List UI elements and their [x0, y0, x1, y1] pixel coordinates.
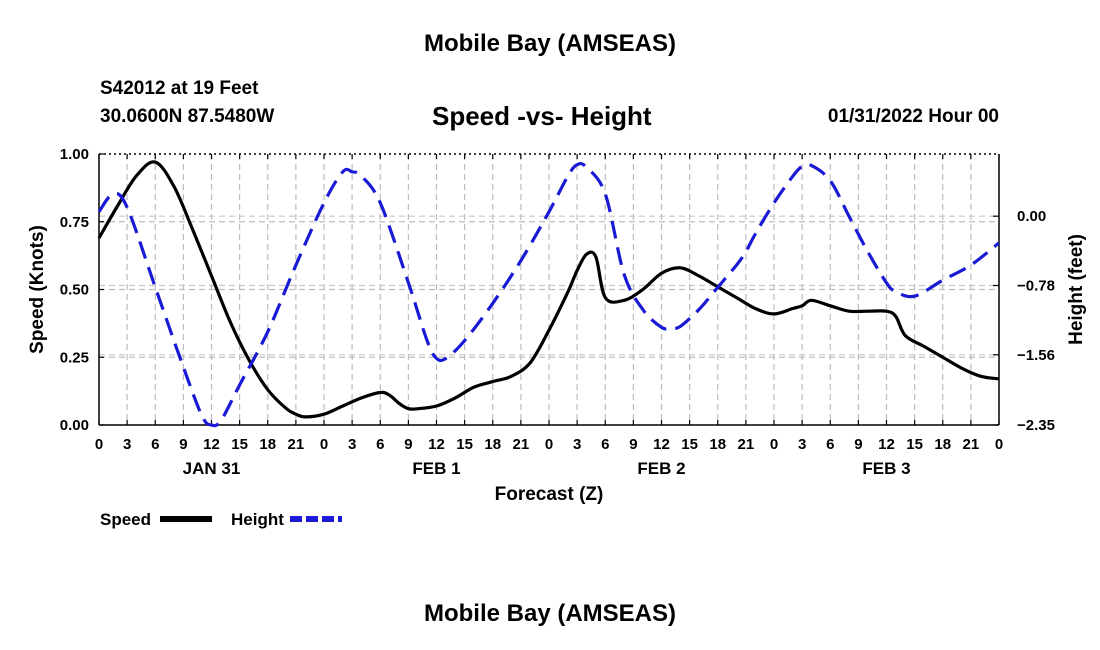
series-line-speed [97, 160, 1000, 419]
chart-title: Speed -vs- Height [432, 101, 652, 131]
x-tick-label: 0 [95, 436, 103, 453]
y-right-tick-label: −0.78 [1017, 278, 1055, 295]
x-tick-label: 0 [545, 436, 553, 453]
y-left-tick-label: 1.00 [60, 146, 89, 163]
x-tick-label: 3 [123, 436, 131, 453]
x-tick-label: 6 [151, 436, 159, 453]
legend-speed-label: Speed [100, 510, 152, 529]
x-day-label: FEB 2 [637, 459, 685, 478]
x-tick-label: 18 [484, 436, 501, 453]
x-tick-label: 18 [934, 436, 951, 453]
x-tick-label: 3 [348, 436, 356, 453]
y-left-tick-label: 0.50 [60, 282, 89, 299]
x-tick-label: 3 [573, 436, 581, 453]
y-right-tick-label: 0.00 [1017, 208, 1046, 225]
legend-height-label: Height [231, 510, 284, 529]
station-label: S42012 at 19 Feet [100, 78, 259, 99]
series-line-height [97, 161, 1000, 428]
datetime-label: 01/31/2022 Hour 00 [827, 106, 999, 127]
x-tick-label: 21 [738, 436, 755, 453]
x-tick-label: 12 [428, 436, 445, 453]
x-tick-label: 15 [456, 436, 473, 453]
y-right-tick-label: −2.35 [1017, 417, 1055, 434]
x-tick-label: 6 [376, 436, 384, 453]
x-tick-label: 6 [826, 436, 834, 453]
x-day-label: FEB 3 [862, 459, 910, 478]
x-tick-label: 0 [770, 436, 778, 453]
x-tick-label: 15 [906, 436, 923, 453]
x-tick-label: 21 [513, 436, 530, 453]
x-tick-label: 9 [854, 436, 862, 453]
x-day-label: FEB 1 [412, 459, 460, 478]
x-tick-label: 12 [203, 436, 220, 453]
coordinates-label: 30.0600N 87.5480W [100, 106, 275, 127]
x-tick-label: 0 [320, 436, 328, 453]
x-tick-label: 9 [404, 436, 412, 453]
x-tick-label: 15 [681, 436, 698, 453]
y-right-tick-label: −1.56 [1017, 347, 1055, 364]
x-tick-label: 18 [709, 436, 726, 453]
x-tick-label: 15 [231, 436, 248, 453]
top-title: Mobile Bay (AMSEAS) [423, 30, 677, 57]
x-tick-label: 9 [629, 436, 637, 453]
x-tick-label: 21 [288, 436, 305, 453]
x-tick-label: 0 [995, 436, 1003, 453]
y-left-tick-label: 0.75 [60, 214, 89, 231]
x-tick-label: 12 [878, 436, 895, 453]
x-tick-label: 12 [653, 436, 670, 453]
x-tick-label: 21 [963, 436, 980, 453]
bottom-title: Mobile Bay (AMSEAS) [423, 600, 677, 627]
x-tick-label: 9 [179, 436, 187, 453]
y-left-tick-label: 0.25 [60, 349, 89, 366]
y-left-axis-label: Speed (Knots) [27, 225, 48, 354]
x-day-label: JAN 31 [183, 459, 241, 478]
x-tick-label: 6 [601, 436, 609, 453]
x-axis-label: Forecast (Z) [495, 484, 604, 505]
x-tick-label: 18 [259, 436, 276, 453]
y-left-tick-label: 0.00 [60, 417, 89, 434]
x-tick-label: 3 [798, 436, 806, 453]
y-right-axis-label: Height (feet) [1066, 234, 1087, 345]
